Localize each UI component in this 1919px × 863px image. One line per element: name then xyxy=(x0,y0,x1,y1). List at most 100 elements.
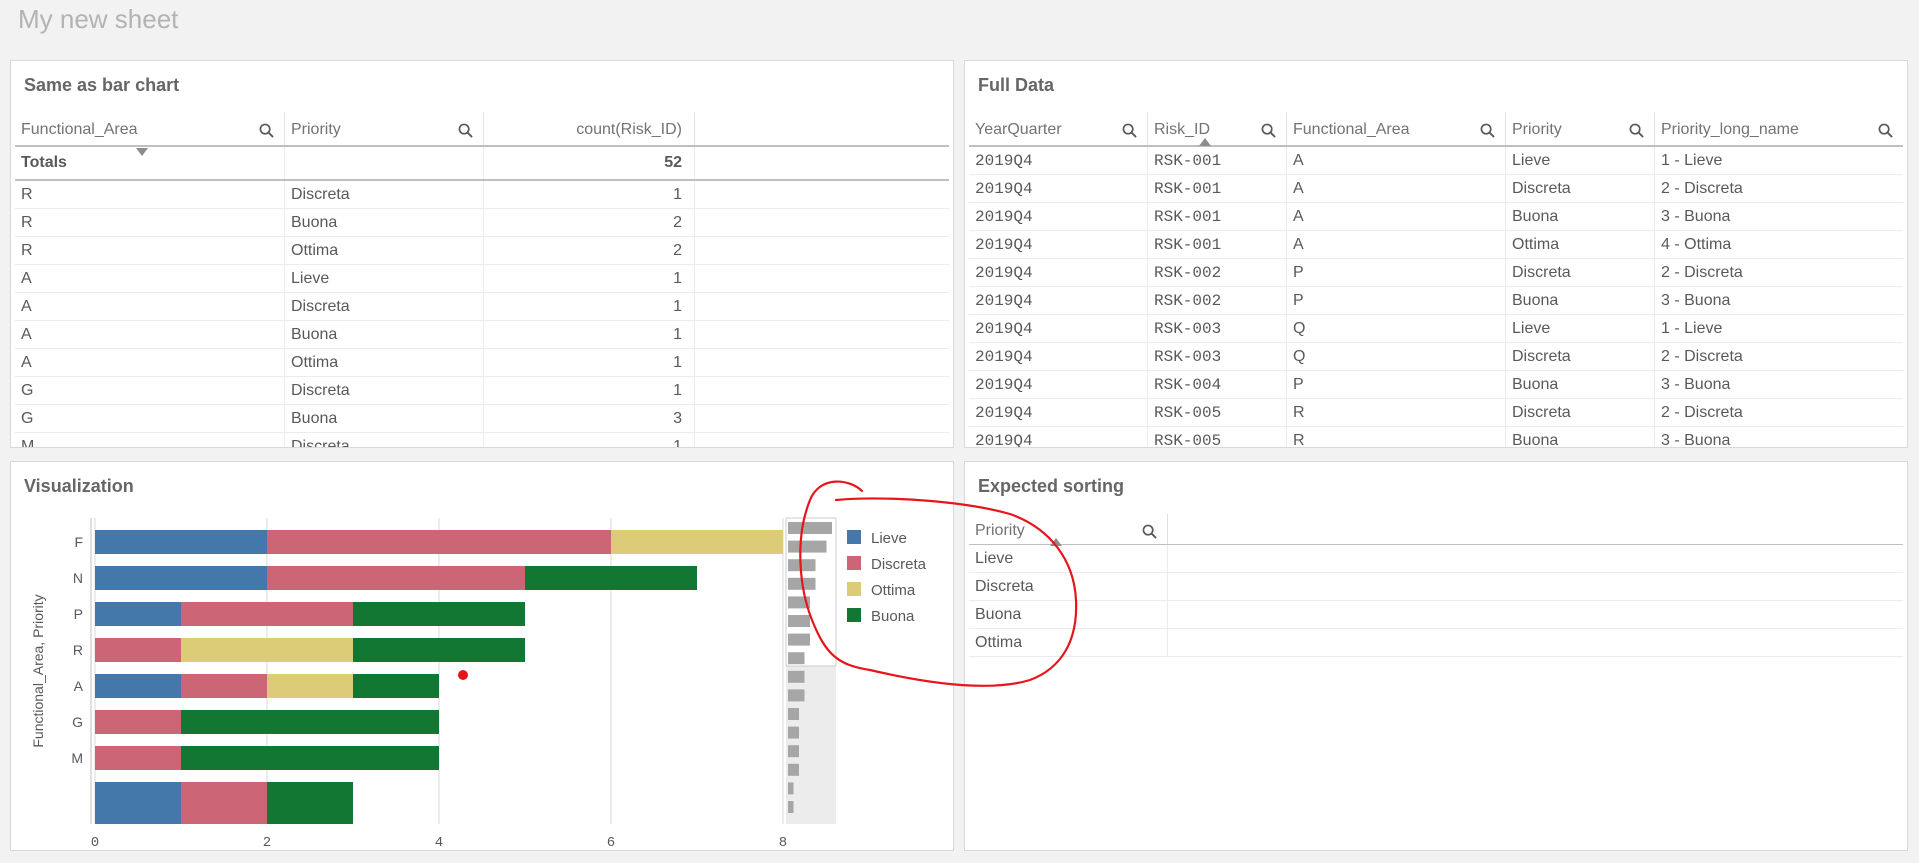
column-header-risk-id[interactable]: Risk_ID xyxy=(1148,113,1287,145)
cell-priority[interactable]: Buona xyxy=(1506,371,1655,398)
cell-yearquarter[interactable]: 2019Q4 xyxy=(969,147,1148,174)
cell-yearquarter[interactable]: 2019Q4 xyxy=(969,399,1148,426)
cell-functional-area[interactable]: R xyxy=(1287,427,1506,447)
cell-risk-id[interactable]: RSK-004 xyxy=(1148,371,1287,398)
cell-priority[interactable]: Discreta xyxy=(285,433,484,447)
cell-priority[interactable]: Discreta xyxy=(1506,259,1655,286)
cell-priority-long-name[interactable]: 3 - Buona xyxy=(1661,208,1731,225)
cell-functional-area[interactable]: R xyxy=(15,181,285,208)
cell-functional-area[interactable]: A xyxy=(1287,175,1506,202)
cell-priority[interactable]: Buona xyxy=(285,209,484,236)
cell-yearquarter[interactable]: 2019Q4 xyxy=(969,231,1148,258)
cell-functional-area[interactable]: G xyxy=(15,405,285,432)
cell-count[interactable]: 1 xyxy=(484,349,695,376)
cell-priority[interactable]: Buona xyxy=(1506,287,1655,314)
cell-functional-area[interactable]: A xyxy=(1287,147,1506,174)
cell-priority[interactable]: Ottima xyxy=(1506,231,1655,258)
cell-yearquarter[interactable]: 2019Q4 xyxy=(969,287,1148,314)
cell-functional-area[interactable]: P xyxy=(1287,259,1506,286)
cell-risk-id[interactable]: RSK-003 xyxy=(1148,315,1287,342)
cell-risk-id[interactable]: RSK-005 xyxy=(1148,427,1287,447)
sort-descending-icon[interactable] xyxy=(136,148,148,156)
cell-priority-long-name[interactable]: 2 - Discreta xyxy=(1661,180,1743,197)
cell-filler[interactable] xyxy=(695,349,949,376)
cell-count[interactable]: 2 xyxy=(484,209,695,236)
search-icon[interactable] xyxy=(1878,123,1893,138)
cell-filler[interactable] xyxy=(695,181,949,208)
cell-priority[interactable]: Discreta xyxy=(1506,175,1655,202)
cell-functional-area[interactable]: Q xyxy=(1287,315,1506,342)
cell-yearquarter[interactable]: 2019Q4 xyxy=(969,371,1148,398)
column-header-priority[interactable]: Priority xyxy=(1506,113,1655,145)
stacked-bar-chart[interactable]: 02468FNPRAGMcount(Risk_ID)Functional_Are… xyxy=(11,508,953,848)
cell-functional-area[interactable]: A xyxy=(1287,203,1506,230)
cell-priority[interactable]: Lieve xyxy=(1506,147,1655,174)
cell-risk-id[interactable]: RSK-001 xyxy=(1148,203,1287,230)
cell-risk-id[interactable]: RSK-001 xyxy=(1148,231,1287,258)
cell-priority-long-name[interactable]: 3 - Buona xyxy=(1661,376,1731,393)
search-icon[interactable] xyxy=(1142,524,1157,539)
cell-risk-id[interactable]: RSK-005 xyxy=(1148,399,1287,426)
cell-count[interactable]: 1 xyxy=(484,265,695,292)
cell-priority[interactable]: Buona xyxy=(1506,427,1655,447)
search-icon[interactable] xyxy=(1261,123,1276,138)
search-icon[interactable] xyxy=(1480,123,1495,138)
cell-functional-area[interactable]: A xyxy=(15,293,285,320)
column-header-priority-long-name[interactable]: Priority_long_name xyxy=(1655,113,1903,145)
cell-priority-long-name[interactable]: 2 - Discreta xyxy=(1661,404,1743,421)
cell-priority[interactable]: Buona xyxy=(285,405,484,432)
cell-filler[interactable] xyxy=(1168,573,1903,600)
cell-count[interactable]: 3 xyxy=(484,405,695,432)
search-icon[interactable] xyxy=(1629,123,1644,138)
cell-functional-area[interactable]: R xyxy=(15,209,285,236)
cell-filler[interactable] xyxy=(695,377,949,404)
cell-priority-long-name[interactable]: 3 - Buona xyxy=(1661,432,1731,448)
cell-filler[interactable] xyxy=(695,321,949,348)
cell-priority-long-name[interactable]: 2 - Discreta xyxy=(1661,264,1743,281)
cell-yearquarter[interactable]: 2019Q4 xyxy=(969,343,1148,370)
cell-priority-long-name[interactable]: 1 - Lieve xyxy=(1661,152,1723,169)
cell-filler[interactable] xyxy=(695,265,949,292)
sort-ascending-icon[interactable] xyxy=(1199,138,1211,146)
cell-priority[interactable]: Discreta xyxy=(285,293,484,320)
cell-filler[interactable] xyxy=(1168,601,1903,628)
cell-functional-area[interactable]: A xyxy=(15,349,285,376)
cell-priority[interactable]: Lieve xyxy=(285,265,484,292)
cell-priority-long-name[interactable]: 4 - Ottima xyxy=(1661,236,1732,253)
cell-functional-area[interactable]: G xyxy=(15,377,285,404)
cell-count[interactable]: 1 xyxy=(484,181,695,208)
column-header-priority[interactable]: Priority xyxy=(285,113,484,145)
cell-risk-id[interactable]: RSK-002 xyxy=(1148,259,1287,286)
cell-functional-area[interactable]: M xyxy=(15,433,285,447)
cell-functional-area[interactable]: A xyxy=(15,265,285,292)
cell-priority[interactable]: Discreta xyxy=(1506,343,1655,370)
cell-risk-id[interactable]: RSK-001 xyxy=(1148,147,1287,174)
search-icon[interactable] xyxy=(259,123,274,138)
cell-yearquarter[interactable]: 2019Q4 xyxy=(969,203,1148,230)
cell-filler[interactable] xyxy=(695,405,949,432)
cell-priority[interactable]: Discreta xyxy=(285,181,484,208)
cell-functional-area[interactable]: R xyxy=(1287,399,1506,426)
cell-count[interactable]: 2 xyxy=(484,237,695,264)
cell-count[interactable]: 1 xyxy=(484,433,695,447)
sort-ascending-icon[interactable] xyxy=(1050,538,1062,546)
cell-filler[interactable] xyxy=(1168,545,1903,572)
search-icon[interactable] xyxy=(458,123,473,138)
cell-priority[interactable]: Discreta xyxy=(1506,399,1655,426)
column-header-priority[interactable]: Priority xyxy=(969,514,1168,544)
cell-priority[interactable]: Ottima xyxy=(285,237,484,264)
cell-priority[interactable]: Discreta xyxy=(285,377,484,404)
cell-priority[interactable]: Buona xyxy=(285,321,484,348)
cell-priority[interactable]: Lieve xyxy=(969,545,1168,572)
cell-functional-area[interactable]: A xyxy=(15,321,285,348)
cell-risk-id[interactable]: RSK-003 xyxy=(1148,343,1287,370)
cell-priority-long-name[interactable]: 1 - Lieve xyxy=(1661,320,1723,337)
cell-priority[interactable]: Buona xyxy=(969,601,1168,628)
cell-functional-area[interactable]: P xyxy=(1287,287,1506,314)
cell-filler[interactable] xyxy=(695,293,949,320)
search-icon[interactable] xyxy=(1122,123,1137,138)
cell-functional-area[interactable]: P xyxy=(1287,371,1506,398)
cell-yearquarter[interactable]: 2019Q4 xyxy=(969,259,1148,286)
cell-priority[interactable]: Ottima xyxy=(969,629,1168,656)
cell-yearquarter[interactable]: 2019Q4 xyxy=(969,427,1148,447)
